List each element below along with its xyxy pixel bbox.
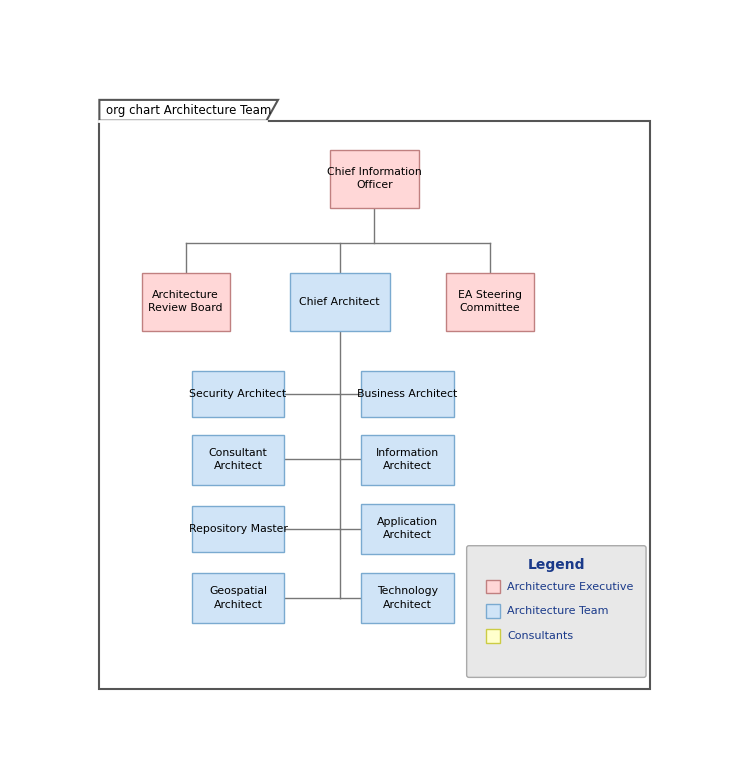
FancyBboxPatch shape <box>361 504 453 555</box>
FancyBboxPatch shape <box>192 435 284 485</box>
Text: Consultant
Architect: Consultant Architect <box>208 448 268 471</box>
Text: Repository Master: Repository Master <box>189 524 287 533</box>
Text: Technology
Architect: Technology Architect <box>377 587 438 610</box>
FancyBboxPatch shape <box>99 121 650 689</box>
Text: Chief Information
Officer: Chief Information Officer <box>327 167 422 190</box>
FancyBboxPatch shape <box>192 505 284 552</box>
Text: Architecture Team: Architecture Team <box>507 606 609 616</box>
FancyBboxPatch shape <box>192 371 284 417</box>
FancyBboxPatch shape <box>486 629 500 643</box>
FancyBboxPatch shape <box>466 546 646 677</box>
Text: EA Steering
Committee: EA Steering Committee <box>458 290 522 313</box>
FancyBboxPatch shape <box>289 273 390 331</box>
FancyBboxPatch shape <box>486 604 500 618</box>
Text: Business Architect: Business Architect <box>357 389 458 399</box>
Text: Architecture
Review Board: Architecture Review Board <box>148 290 223 313</box>
FancyBboxPatch shape <box>446 273 534 331</box>
Text: org chart Architecture Team: org chart Architecture Team <box>105 104 271 117</box>
Text: Consultants: Consultants <box>507 631 574 640</box>
Polygon shape <box>99 100 278 121</box>
FancyBboxPatch shape <box>361 573 453 623</box>
FancyBboxPatch shape <box>486 580 500 594</box>
FancyBboxPatch shape <box>361 435 453 485</box>
Text: Geospatial
Architect: Geospatial Architect <box>209 587 267 610</box>
Text: Chief Architect: Chief Architect <box>300 297 380 307</box>
Text: Legend: Legend <box>528 558 585 572</box>
Text: Application
Architect: Application Architect <box>377 517 438 540</box>
Text: Security Architect: Security Architect <box>189 389 287 399</box>
Text: Architecture Executive: Architecture Executive <box>507 582 634 591</box>
FancyBboxPatch shape <box>192 573 284 623</box>
Text: Information
Architect: Information Architect <box>376 448 439 471</box>
FancyBboxPatch shape <box>142 273 230 331</box>
FancyBboxPatch shape <box>361 371 453 417</box>
FancyBboxPatch shape <box>330 150 419 208</box>
